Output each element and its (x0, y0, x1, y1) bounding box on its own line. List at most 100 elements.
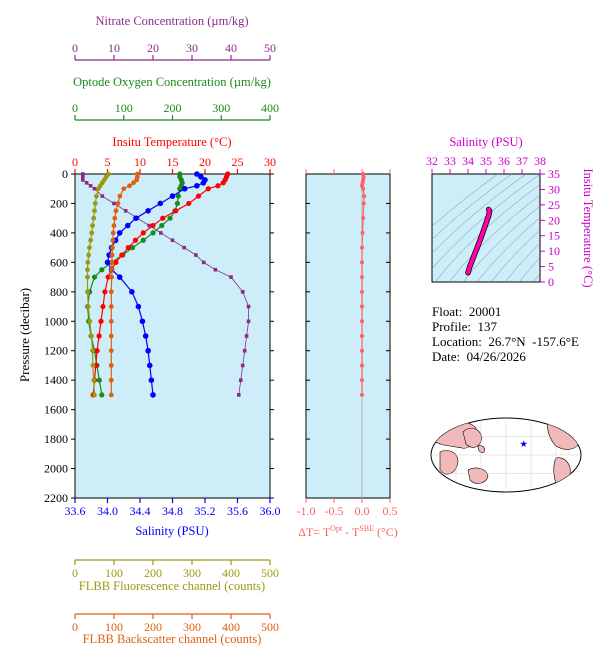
backscatter-axis-title: FLBB Backscatter channel (counts) (83, 632, 262, 646)
nitrate-point (81, 178, 85, 182)
ts-curve (466, 207, 492, 275)
temperature-point (173, 208, 179, 214)
axis-tick-label: 10 (108, 41, 120, 55)
delta-t-point (360, 334, 364, 338)
axis-tick-label: 500 (261, 620, 279, 634)
axis-tick-label: 200 (164, 101, 182, 115)
float-label: Float: (432, 304, 463, 319)
profile-line: Profile: 137 (432, 319, 579, 334)
profile-label: Profile: (432, 319, 471, 334)
oxygen-axis-title: Optode Oxygen Concentration (µm/kg) (73, 75, 271, 89)
backscatter-point (108, 348, 114, 354)
float-info-block: Float: 20001 Profile: 137 Location: 26.7… (432, 304, 579, 364)
axis-tick-label: 30 (186, 41, 198, 55)
delta-t-axis-title: ΔT= TOpt - TSBE (°C) (298, 524, 398, 539)
density-contour (518, 257, 540, 282)
temperature-point (98, 318, 104, 324)
density-contour (432, 174, 499, 227)
salinity-point (116, 230, 123, 236)
fluorescence-point (88, 237, 93, 243)
fluorescence-point (85, 274, 90, 280)
axis-tick-label: 400 (222, 620, 240, 634)
salinity-point (194, 171, 200, 177)
nitrate-point (201, 260, 206, 265)
backscatter-point (108, 318, 114, 324)
nitrate-point (147, 223, 151, 228)
fluorescence-point (90, 348, 95, 354)
pressure-tick-label: 400 (50, 226, 68, 240)
delta-t-point (360, 392, 364, 397)
fluorescence-point (90, 223, 95, 228)
density-contour (476, 217, 540, 282)
fluorescence-point (92, 208, 97, 214)
nitrate-point (246, 304, 251, 309)
salinity-point (157, 200, 164, 207)
density-contour (448, 194, 540, 282)
axis-tick-label: 200 (144, 566, 162, 580)
salinity-point (145, 208, 151, 214)
nitrate-point (242, 348, 247, 353)
map-landmass (439, 450, 459, 475)
axis-tick-label: 0 (72, 566, 78, 580)
oxygen-point (150, 230, 156, 236)
axis-tick-label: 10 (134, 155, 146, 169)
backscatter-point (108, 333, 114, 339)
pressure-tick-label: 1200 (44, 344, 68, 358)
nitrate-point (240, 363, 245, 368)
temperature-point (215, 183, 221, 189)
salinity-point (145, 347, 151, 354)
main-plot-area (74, 173, 271, 499)
axis-tick-label: 35.2 (195, 504, 216, 518)
delta-t-point (360, 304, 364, 309)
ts-xtick-label: 38 (534, 154, 546, 168)
salinity-point (135, 303, 142, 310)
nitrate-point (81, 172, 85, 176)
fluorescence-point (91, 377, 97, 383)
axis-tick-label: 0 (72, 41, 78, 55)
axis-tick-label: 400 (261, 101, 279, 115)
backscatter-point (110, 237, 116, 243)
delta-xtick-label: 0.0 (355, 504, 370, 518)
salinity-point (150, 392, 156, 398)
delta-t-point (360, 363, 364, 368)
temperature-point (113, 259, 119, 265)
axis-tick-label: 300 (183, 566, 201, 580)
delta-xtick-label: -0.5 (325, 504, 344, 518)
map-landmass (467, 467, 489, 484)
pressure-tick-label: 200 (50, 196, 68, 210)
nitrate-point (92, 186, 97, 191)
temperature-point (94, 348, 100, 354)
location-label: Location: (432, 334, 482, 349)
backscatter-point (109, 252, 115, 258)
axis-tick-label: 200 (144, 620, 162, 634)
ts-xtick-label: 32 (426, 154, 438, 168)
fluorescence-point (86, 252, 92, 258)
temperature-point (102, 289, 108, 295)
ts-xtick-label: 37 (516, 154, 528, 168)
ts-ytick-label: 10 (548, 244, 560, 258)
salinity-axis-title: Salinity (PSU) (135, 524, 208, 538)
temperature-point (100, 303, 106, 310)
axis-tick-label: 0 (72, 620, 78, 634)
nitrate-point (81, 175, 85, 179)
axis-tick-label: 50 (264, 41, 276, 55)
axis-tick-label: 5 (105, 155, 111, 169)
density-contour (532, 273, 540, 282)
nitrate-point (159, 231, 163, 235)
ts-ytick-label: 20 (548, 213, 560, 227)
temperature-point (105, 274, 111, 280)
backscatter-point (108, 304, 114, 309)
backscatter-point (109, 274, 115, 280)
pressure-tick-label: 2000 (44, 462, 68, 476)
fluorescence-point (85, 289, 90, 295)
axis-tick-label: 15 (167, 155, 179, 169)
fluorescence-point (92, 392, 97, 398)
oxygen-point (174, 200, 180, 207)
delta-t-point (360, 260, 364, 265)
fluorescence-point (92, 201, 98, 206)
backscatter-point (131, 180, 136, 186)
ts-xtick-label: 33 (444, 154, 456, 168)
axis-tick-label: 100 (105, 620, 123, 634)
temperature-point (205, 186, 211, 192)
